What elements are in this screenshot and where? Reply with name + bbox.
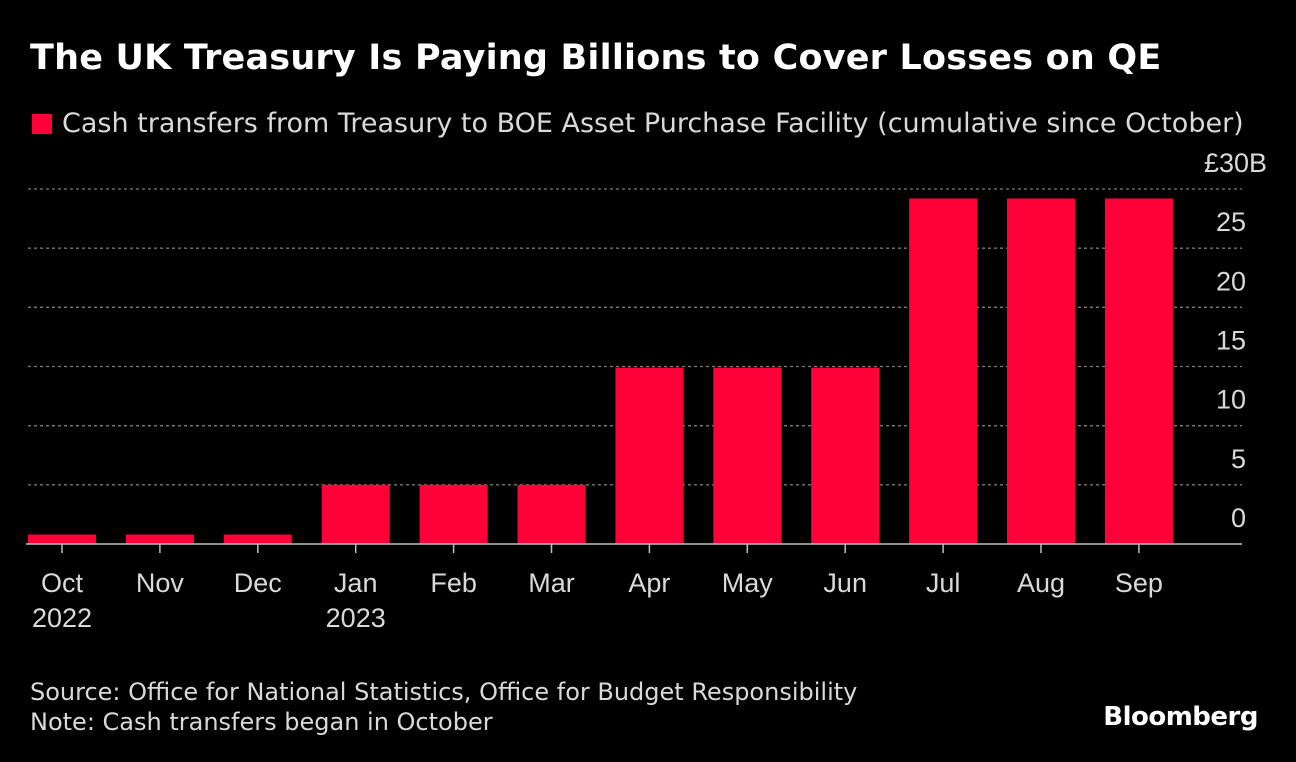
y-tick-label-10: 10 — [1216, 385, 1246, 415]
x-tick-label-aug: Aug — [1017, 568, 1065, 598]
x-tick-label-jul: Jul — [926, 568, 961, 598]
bars — [28, 198, 1173, 544]
x-tick-label-feb: Feb — [430, 568, 477, 598]
x-tick-label-dec: Dec — [234, 568, 282, 598]
bar-apr — [615, 367, 684, 544]
x-axis-tick-labels: Oct 2022 Nov Dec Jan 2023 Feb Mar Apr May Jun Jul Au… — [32, 568, 1163, 633]
x-tick-label-jun: Jun — [823, 568, 867, 598]
y-tick-label-5: 5 — [1231, 444, 1246, 474]
x-tick-label-oct: Oct — [41, 568, 84, 598]
legend: Cash transfers from Treasury to BOE Asse… — [32, 108, 1244, 139]
chart-title: The UK Treasury Is Paying Billions to Co… — [30, 38, 1162, 78]
y-tick-label-15: 15 — [1216, 326, 1246, 356]
y-tick-label-20: 20 — [1216, 266, 1246, 296]
bar-jun — [811, 367, 880, 544]
bar-aug — [1007, 198, 1075, 544]
legend-label: Cash transfers from Treasury to BOE Asse… — [62, 108, 1244, 139]
bar-dec — [223, 534, 292, 544]
bar-jan — [321, 484, 390, 544]
bar-mar — [517, 484, 586, 544]
footer-source: Source: Office for National Statistics, … — [30, 678, 858, 706]
x-tick-label-jan: Jan — [334, 568, 378, 598]
y-tick-label-30: £30B — [1204, 148, 1267, 178]
bloomberg-logo: Bloomberg — [1103, 702, 1258, 732]
bar-nov — [125, 534, 194, 544]
y-axis-tick-labels: 0 5 10 15 20 25 £30B — [1204, 148, 1267, 533]
x-tick-label-nov: Nov — [136, 568, 185, 598]
x-tick-year-2023: 2023 — [326, 603, 386, 633]
x-tick-label-mar: Mar — [528, 568, 575, 598]
bar-may — [713, 367, 782, 544]
bar-jul — [909, 198, 978, 544]
y-tick-label-0: 0 — [1231, 503, 1246, 533]
legend-swatch — [32, 113, 52, 134]
bar-sep — [1104, 198, 1173, 544]
x-tick-label-apr: Apr — [628, 568, 670, 598]
x-tick-year-2022: 2022 — [32, 603, 92, 633]
bar-feb — [419, 484, 488, 544]
bar-oct — [28, 534, 96, 544]
y-tick-label-25: 25 — [1216, 207, 1246, 237]
x-tick-label-sep: Sep — [1115, 568, 1163, 598]
footer-note: Note: Cash transfers began in October — [30, 708, 493, 736]
x-tick-label-may: May — [722, 568, 774, 598]
x-axis — [26, 543, 1242, 553]
